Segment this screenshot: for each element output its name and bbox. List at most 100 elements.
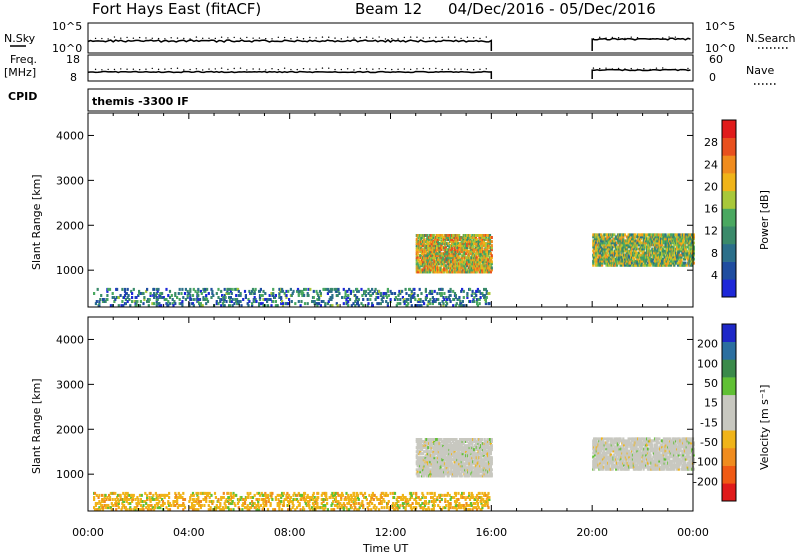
velocity-cell [353,502,356,505]
velocity-cell [108,493,111,497]
power-cell [605,263,608,267]
power-cell [106,289,109,293]
power-cell [635,251,638,255]
velocity-cell [325,493,328,497]
power-cell [661,263,665,267]
velocity-cell [155,502,158,505]
velocity-cell [442,444,445,448]
power-cell [490,244,493,248]
power-cell [215,300,218,303]
power-cell [386,302,389,306]
power-cell [441,287,444,291]
power-cell [489,264,492,268]
velocity-cell [429,448,432,452]
velocity-cell [215,504,218,507]
velocity-cell [481,506,484,510]
power-cell [456,268,459,272]
velocity-cell [117,502,120,505]
power-cell [192,304,195,308]
power-cell [484,302,487,306]
nsky-trace-dot [315,37,317,39]
power-cell [594,255,597,259]
power-cell [119,294,122,297]
velocity-cell [282,500,285,503]
power-cell [248,289,251,293]
power-cell [478,234,481,237]
power-cell [646,239,650,243]
nsky-trace-dot [334,37,336,39]
velocity-cell [447,508,450,512]
power-cell [678,253,681,257]
velocity-cell [222,491,225,495]
power-cell [322,300,325,303]
power-cell [385,294,388,297]
power-cell [458,260,462,264]
power-cell [594,261,597,265]
power-cell [210,287,213,291]
power-colorbar-swatch [722,226,736,245]
power-cell [447,296,450,299]
beam-label: Beam 12 [355,0,422,18]
velocity-cell [265,496,268,499]
velocity-cell [438,500,442,503]
velocity-cell [336,502,339,505]
velocity-cell [224,500,227,503]
velocity-cell [420,464,423,468]
nsky-trace-dot [346,36,349,38]
power-cell [319,304,322,308]
power-cell [430,266,433,270]
power-cell [124,302,127,306]
velocity-cell [195,500,198,503]
power-cell [660,245,663,249]
velocity-cell [141,506,144,510]
freq-trace-dot [157,68,160,71]
power-cell [427,268,430,272]
velocity-cell [482,498,485,501]
velocity-cell [377,498,380,501]
power-cell [622,263,625,267]
velocity-cell [303,491,307,495]
power-cell [592,263,595,267]
velocity-cell [380,506,383,510]
power-cell [453,292,457,295]
power-cell [313,300,316,303]
power-cell [431,302,434,306]
velocity-cell [421,448,424,452]
power-cell [421,258,425,262]
nsky-trace-dot [403,36,406,39]
power-cell [601,261,604,265]
velocity-cell [265,493,268,497]
nsky-trace-dot [611,36,614,39]
power-cell [453,258,456,262]
power-cell [290,294,293,297]
power-colorbar-swatch [722,120,736,138]
velocity-cell [271,491,274,495]
power-cell [447,236,450,239]
freq-trace-dot [170,67,172,70]
nsky-trace-dot [126,36,128,39]
power-cell [154,294,157,297]
power-cell [280,298,283,301]
power-cell [215,302,218,306]
velocity-cell [255,508,258,512]
power-cell [477,268,480,272]
velocity-cell [312,504,315,507]
velocity-cell [139,504,142,507]
velocity-cell [196,493,199,497]
velocity-cell [432,506,435,510]
freq-trace-dot [599,67,601,70]
velocity-cell [146,508,150,512]
power-cell [427,244,430,248]
velocity-cell [398,506,401,510]
velocity-cell [110,502,113,505]
velocity-cell [288,498,292,501]
velocity-cell [300,493,303,497]
power-cell [481,248,484,252]
power-cell [467,244,470,248]
velocity-cell [487,491,490,495]
power-cell [155,296,158,299]
velocity-cell [396,506,399,510]
velocity-cell [398,496,401,499]
velocity-cell [440,440,443,443]
power-cell [479,262,482,266]
